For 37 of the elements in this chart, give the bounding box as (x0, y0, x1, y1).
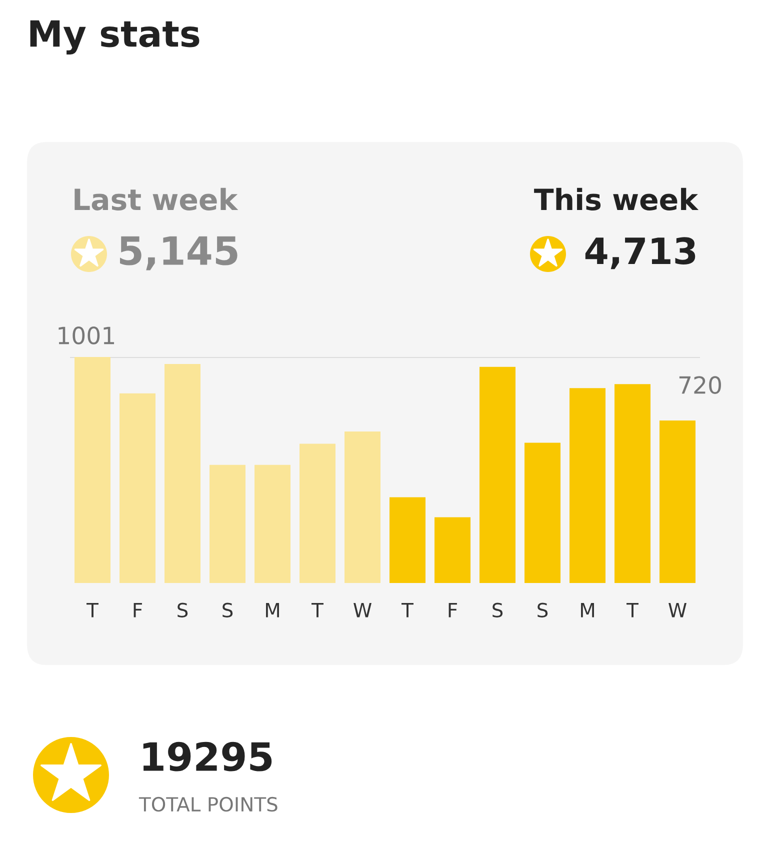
text: 4,713 (585, 237, 696, 270)
bar (524, 442, 560, 583)
x-tick-label: W (668, 603, 686, 618)
x-tick-label: M (266, 603, 279, 618)
text: This week (534, 188, 699, 210)
x-tick-label: T (86, 603, 98, 618)
bar (300, 444, 336, 583)
bar (254, 464, 290, 583)
x-tick-label: F (134, 603, 142, 618)
x-tick-label: F (448, 603, 457, 618)
x-tick-label: T (626, 603, 638, 618)
chart-title: My stats (30, 20, 200, 54)
x-tick-label: S (222, 602, 233, 618)
text: 5,145 (120, 236, 238, 270)
x-tick-label: S (538, 602, 548, 618)
bar (434, 517, 470, 583)
x-tick-label: T (312, 603, 324, 618)
ref-line-label: 1001 (58, 326, 114, 344)
x-tick-label: T (402, 603, 414, 618)
text: Last week (74, 188, 238, 210)
data-label: 720 (679, 376, 721, 394)
x-tick-label: S (178, 602, 188, 618)
bar (480, 366, 516, 583)
text: TOTAL POINTS (138, 796, 278, 812)
bar (74, 357, 110, 583)
x-tick-label: M (581, 603, 594, 618)
bar (120, 393, 156, 583)
bar (614, 384, 650, 583)
text: 19295 (143, 742, 272, 772)
bar (570, 388, 606, 583)
x-tick-label: S (492, 602, 503, 618)
x-tick-label: W (354, 603, 372, 618)
bar (164, 364, 200, 583)
bar (344, 432, 380, 583)
bar (390, 497, 426, 583)
bar (210, 464, 246, 583)
bar (660, 420, 696, 583)
